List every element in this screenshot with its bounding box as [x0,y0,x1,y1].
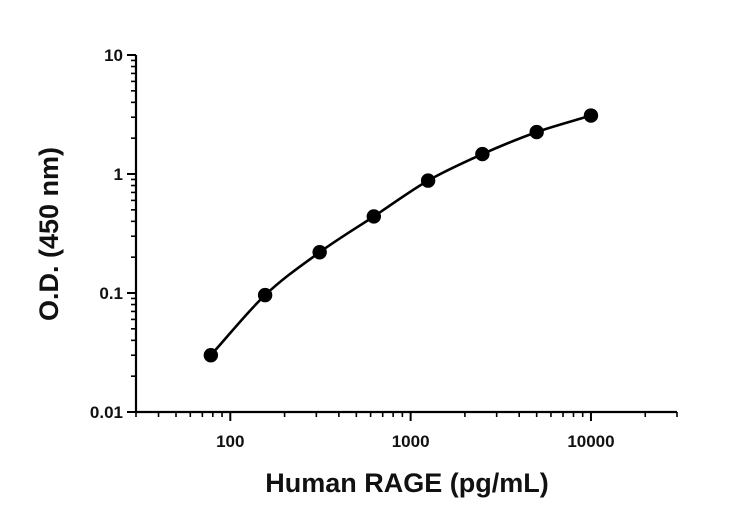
data-point [366,209,382,224]
x-tick-label: 100 [216,432,244,451]
y-axis-title: O.D. (450 nm) [34,147,64,321]
y-tick-label: 1 [114,165,123,184]
data-point [529,124,544,140]
axes [134,55,677,414]
fit-curve [209,114,592,357]
y-axis-ticks: 0.01 0.1 1 10 [90,46,136,422]
x-axis-ticks: 100 1000 10000 [135,412,678,451]
y-tick-label: 10 [104,46,123,65]
x-tick-label: 10000 [567,432,614,451]
data-point [475,146,490,162]
y-tick-label: 0.1 [99,284,123,303]
data-point [420,173,436,188]
data-point [257,287,273,303]
data-point [312,245,327,260]
data-point [583,108,599,123]
y-tick-label: 0.01 [90,403,123,422]
x-tick-label: 1000 [392,432,430,451]
data-points [203,108,599,363]
data-point [203,348,219,363]
x-axis-title: Human RAGE (pg/mL) [265,468,549,498]
